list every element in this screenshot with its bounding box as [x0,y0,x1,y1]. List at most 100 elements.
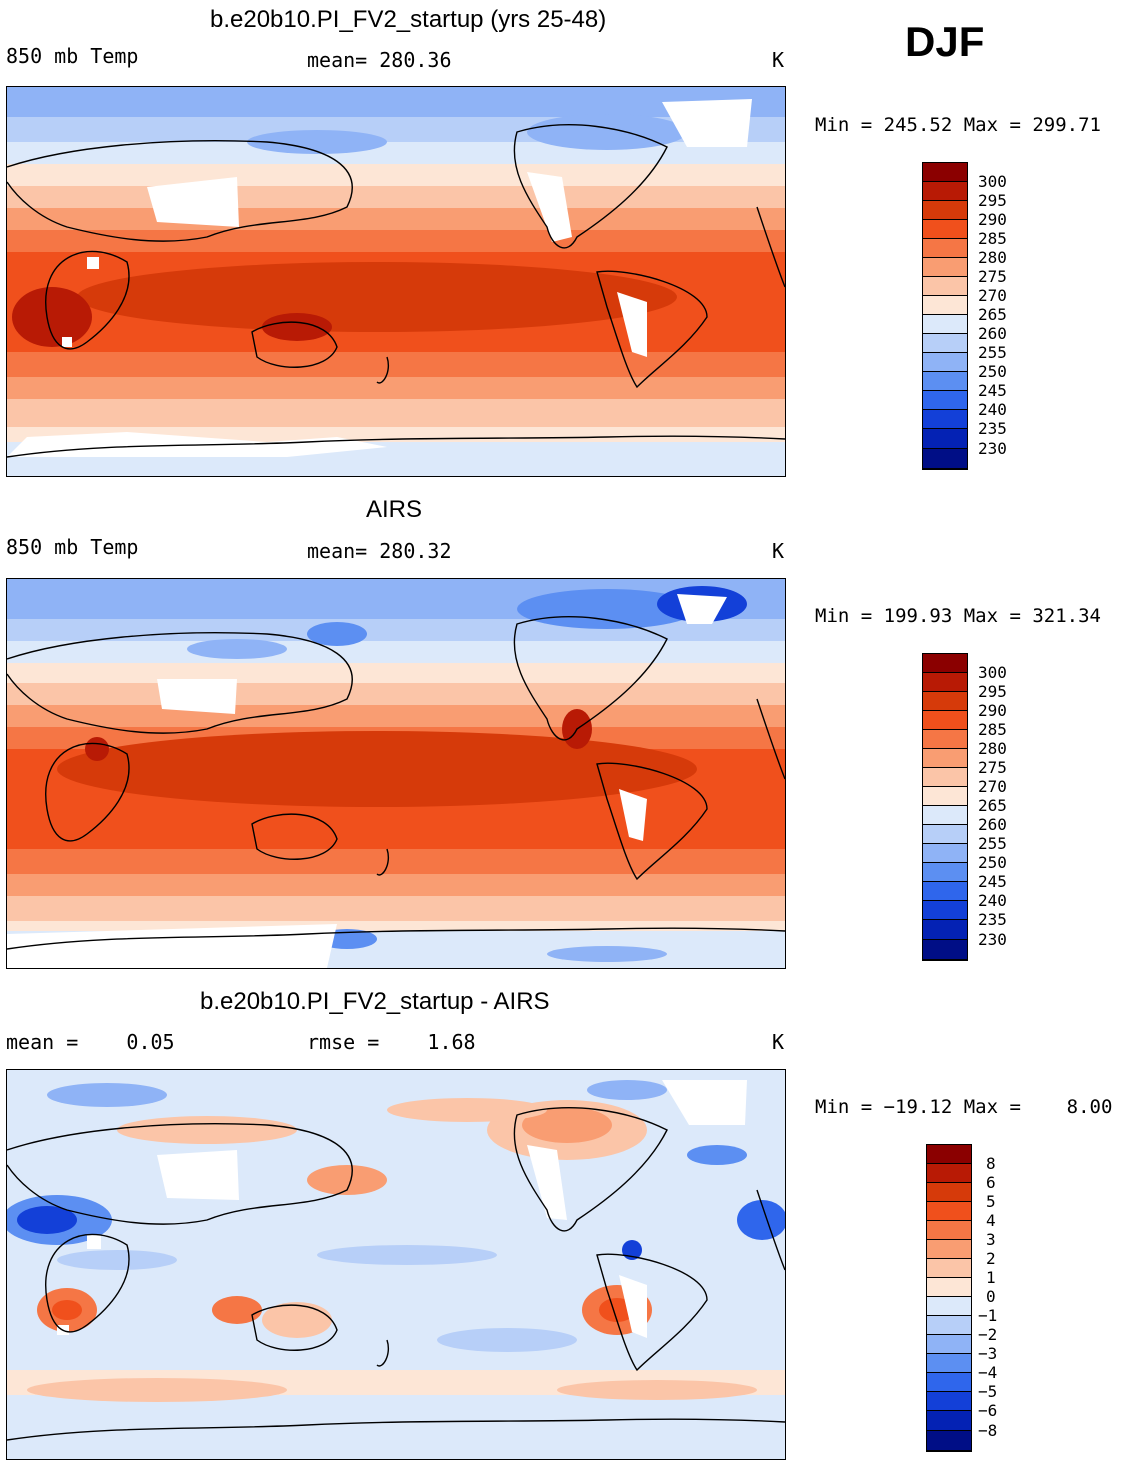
colorbar-label: 265 [978,796,1007,815]
colorbar-swatch [923,353,967,372]
colorbar-label: 245 [978,381,1007,400]
colorbar-label: 265 [978,305,1007,324]
colorbar-swatch [923,258,967,277]
panel2-map-svg [7,579,785,968]
colorbar-swatch [927,1335,971,1354]
colorbar-swatch [923,315,967,334]
colorbar-label: 255 [978,343,1007,362]
colorbar-swatch [923,711,967,730]
panel1-map-svg [7,87,785,476]
panel3-minmax: Min = −19.12 Max = 8.00 [815,1096,1113,1118]
colorbar-label: 5 [986,1192,996,1211]
panel3-mean-label: mean = 0.05 [6,1030,175,1054]
colorbar-swatch [927,1373,971,1392]
colorbar-label: 290 [978,210,1007,229]
colorbar-label: 285 [978,229,1007,248]
colorbar-label: 0 [986,1287,996,1306]
colorbar-swatch [927,1392,971,1411]
colorbar-label: 3 [986,1230,996,1249]
colorbar-label: 255 [978,834,1007,853]
colorbar-label: 280 [978,248,1007,267]
colorbar-label: 275 [978,267,1007,286]
panel3-title: b.e20b10.PI_FV2_startup - AIRS [200,988,550,1015]
panel1-minmax: Min = 245.52 Max = 299.71 [815,114,1101,136]
colorbar-label: 270 [978,286,1007,305]
panel2-units-label: K [772,539,785,563]
colorbar-swatch [923,730,967,749]
colorbar-label: 300 [978,172,1007,191]
colorbar-swatch [927,1221,971,1240]
colorbar-label: 235 [978,419,1007,438]
colorbar-swatch [923,296,967,315]
colorbar-swatch [923,182,967,201]
colorbar-swatch [923,220,967,239]
colorbar-swatch [927,1183,971,1202]
colorbar-swatch [927,1259,971,1278]
colorbar-swatch [923,749,967,768]
panel3-map-svg [7,1070,785,1459]
colorbar-swatch [923,673,967,692]
colorbar-label: 230 [978,930,1007,949]
colorbar-swatch [923,692,967,711]
panel1-colorbar [922,162,968,470]
colorbar-label: 285 [978,720,1007,739]
colorbar-label: 250 [978,362,1007,381]
colorbar-swatch [923,277,967,296]
colorbar-label: −5 [978,1382,998,1401]
colorbar-label: 275 [978,758,1007,777]
colorbar-label: −8 [978,1421,998,1440]
panel2-mean-label: mean= 280.32 [307,539,452,563]
panel1-map [6,86,786,477]
colorbar-swatch [923,882,967,901]
colorbar-label: 250 [978,853,1007,872]
colorbar-swatch [927,1202,971,1221]
colorbar-swatch [923,825,967,844]
colorbar-label: 280 [978,739,1007,758]
panel1-variable-label: 850 mb Temp [6,44,139,68]
colorbar-swatch [923,201,967,220]
colorbar-label: 245 [978,872,1007,891]
colorbar-swatch [927,1278,971,1297]
panel2-variable-label: 850 mb Temp [6,535,139,559]
colorbar-swatch [923,768,967,787]
panel2-colorbar [922,653,968,961]
panel3-map [6,1069,786,1460]
colorbar-swatch [923,449,967,469]
panel3-units-label: K [772,1030,785,1054]
colorbar-swatch [927,1316,971,1335]
colorbar-label: 240 [978,400,1007,419]
colorbar-swatch [923,239,967,258]
colorbar-swatch [923,163,967,182]
colorbar-swatch [927,1297,971,1316]
colorbar-swatch [927,1411,971,1431]
colorbar-label: −3 [978,1344,998,1363]
panel2-title: AIRS [366,496,423,523]
colorbar-label: −6 [978,1401,998,1420]
panel1-title: b.e20b10.PI_FV2_startup (yrs 25-48) [210,6,607,33]
colorbar-swatch [923,863,967,882]
colorbar-swatch [923,940,967,960]
season-label: DJF [905,18,985,65]
colorbar-swatch [927,1431,971,1451]
colorbar-label: −2 [978,1325,998,1344]
colorbar-swatch [923,844,967,863]
panel3-colorbar [926,1144,972,1452]
colorbar-label: 1 [986,1268,996,1287]
colorbar-swatch [927,1240,971,1259]
panel3-rmse-label: rmse = 1.68 [307,1030,476,1054]
colorbar-label: −1 [978,1306,998,1325]
panel2-map [6,578,786,969]
colorbar-label: 300 [978,663,1007,682]
colorbar-label: 295 [978,682,1007,701]
colorbar-swatch [923,901,967,920]
colorbar-swatch [923,429,967,449]
colorbar-swatch [923,787,967,806]
colorbar-swatch [923,410,967,429]
colorbar-label: 2 [986,1249,996,1268]
colorbar-label: −4 [978,1363,998,1382]
colorbar-label: 4 [986,1211,996,1230]
colorbar-swatch [923,920,967,940]
colorbar-swatch [923,334,967,353]
colorbar-label: 240 [978,891,1007,910]
colorbar-label: 6 [986,1173,996,1192]
